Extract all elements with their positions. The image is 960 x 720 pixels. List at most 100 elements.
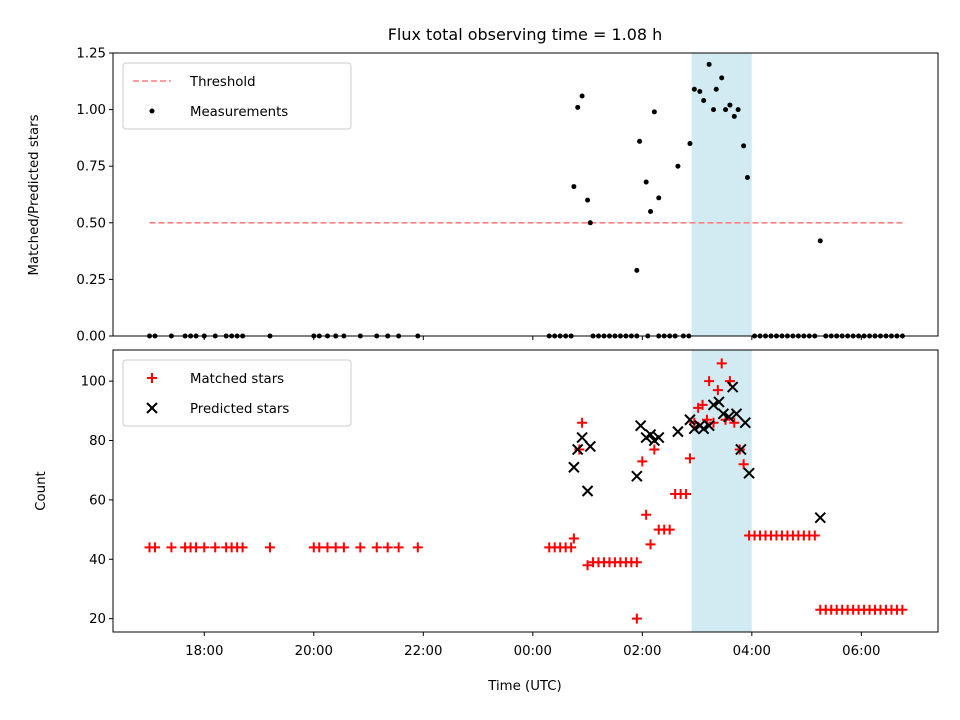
predicted-star-point xyxy=(653,431,665,444)
measurement-point xyxy=(675,163,681,169)
predicted-star-point xyxy=(697,422,710,435)
matched-star-point xyxy=(681,488,692,499)
observing-window-span xyxy=(691,350,752,632)
matched-star-point xyxy=(574,444,585,455)
y-tick-label: 0.00 xyxy=(76,330,106,345)
matched-star-point xyxy=(645,539,656,550)
matched-star-point xyxy=(631,613,642,624)
measurement-point xyxy=(687,141,693,147)
measurement-point xyxy=(651,109,657,115)
x-tick-label: 06:00 xyxy=(842,644,880,659)
top-panel-ratio: 0.00 0.25 0.50 0.75 1.00 1.25 Threshold Measure… xyxy=(76,47,939,345)
x-tick-label: 02:00 xyxy=(623,644,661,659)
matched-star-point xyxy=(697,399,708,410)
matched-star-point xyxy=(637,456,648,467)
measurement-point xyxy=(697,88,703,94)
legend: Threshold Measurements xyxy=(122,62,352,130)
predicted-star-point xyxy=(730,408,743,420)
predicted-star-point xyxy=(581,485,594,497)
predicted-star-point xyxy=(584,440,597,453)
measurement-point xyxy=(587,220,593,226)
predicted-star-point xyxy=(568,461,580,473)
matched-star-point xyxy=(566,542,577,553)
observing-window-span xyxy=(691,53,752,336)
matched-star-point xyxy=(704,376,715,387)
measurement-point xyxy=(637,138,643,144)
measurement-point xyxy=(656,195,662,201)
legend-label: Predicted stars xyxy=(190,402,289,417)
measurement-point xyxy=(719,75,725,81)
legend-label: Matched stars xyxy=(190,372,284,387)
predicted-star-point xyxy=(631,470,643,482)
y-tick-label: 20 xyxy=(89,612,106,627)
legend-predicted-swatch xyxy=(146,402,158,414)
measurement-point xyxy=(727,102,733,108)
measurement-point xyxy=(575,104,581,110)
matched-star-point xyxy=(664,524,675,535)
predicted-star-point xyxy=(713,396,725,408)
predicted-star-point xyxy=(735,443,747,456)
legend: Matched stars Predicted stars xyxy=(122,359,352,427)
predicted-star-point xyxy=(814,512,826,524)
matched-star-point xyxy=(393,542,404,553)
matched-star-point xyxy=(582,560,593,571)
matched-star-point xyxy=(338,542,349,553)
bottom-panel-counts: 20 40 60 80 100 18:00 20:00 22:00 00:00 02:00 04:0… xyxy=(81,349,939,659)
measurement-point xyxy=(585,197,591,203)
predicted-star-point xyxy=(743,467,755,479)
matched-star-point xyxy=(237,542,248,553)
axes-frame xyxy=(112,52,939,337)
measurement-point xyxy=(735,107,741,113)
y-tick-label: 100 xyxy=(81,375,106,390)
x-tick-label: 18:00 xyxy=(185,644,223,659)
measurement-point xyxy=(731,113,737,119)
predicted-star-point xyxy=(684,414,696,426)
predicted-star-point xyxy=(644,428,657,441)
measurement-point xyxy=(691,86,697,92)
matched-star-point xyxy=(631,557,642,568)
y-tick-label: 40 xyxy=(89,553,106,568)
legend-box xyxy=(122,62,352,130)
matched-star-point xyxy=(355,542,366,553)
axes-frame xyxy=(112,349,939,633)
measurement-point xyxy=(643,179,649,185)
measurement-point xyxy=(634,267,640,273)
legend-label: Threshold xyxy=(189,75,256,90)
matched-star-point xyxy=(149,542,160,553)
predicted-star-point xyxy=(672,425,684,438)
predicted-star-point xyxy=(717,408,730,420)
matched-star-point xyxy=(712,385,723,396)
matched-star-point xyxy=(382,542,393,553)
predicted-star-point xyxy=(726,381,739,393)
predicted-star-point xyxy=(688,422,701,435)
matched-star-point xyxy=(577,417,588,428)
y-tick-label: 80 xyxy=(89,434,106,449)
measurement-point xyxy=(713,86,719,92)
legend-measurement-swatch xyxy=(149,108,155,114)
legend-matched-swatch xyxy=(147,373,157,383)
measurement-point xyxy=(706,61,712,67)
matched-star-point xyxy=(809,530,820,541)
measurement-point xyxy=(711,107,717,113)
measurement-point xyxy=(741,143,747,149)
legend-label: Measurements xyxy=(190,105,288,120)
matched-star-point xyxy=(210,542,221,553)
matched-star-point xyxy=(649,444,660,455)
y-tick-label: 1.00 xyxy=(76,103,106,118)
measurement-point xyxy=(817,238,823,244)
x-tick-label: 00:00 xyxy=(514,644,552,659)
y-tick-label: 60 xyxy=(89,493,106,508)
x-tick-label: 20:00 xyxy=(295,644,333,659)
matched-star-point xyxy=(412,542,423,553)
predicted-star-point xyxy=(703,419,715,432)
matched-star-point xyxy=(684,453,695,464)
matched-star-point xyxy=(371,542,382,553)
predicted-star-point xyxy=(634,419,647,432)
matched-star-point xyxy=(641,509,652,520)
predicted-star-point xyxy=(572,443,584,456)
matched-star-point xyxy=(729,417,740,428)
y-tick-label: 0.75 xyxy=(76,160,106,175)
matched-star-point xyxy=(166,542,177,553)
y-axis-label-bottom: Count xyxy=(34,471,49,511)
